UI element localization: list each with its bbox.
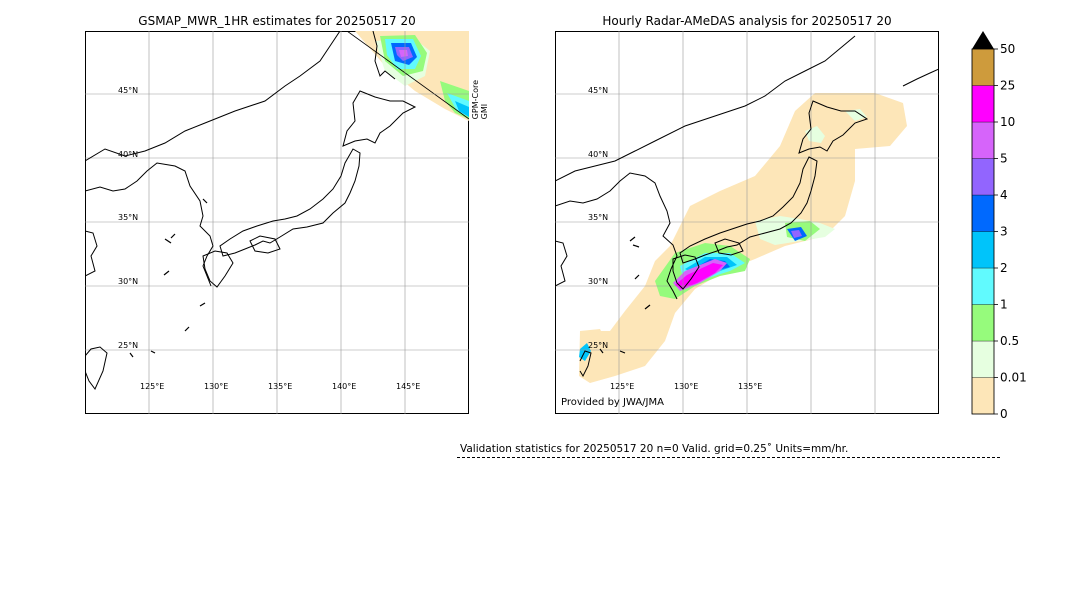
lat-label-45: 45°N bbox=[588, 86, 608, 95]
data-credit: Provided by JWA/JMA bbox=[561, 397, 664, 408]
colorbar-band bbox=[971, 194, 995, 232]
colorbar-band bbox=[971, 85, 995, 123]
lon-label-130: 130°E bbox=[204, 382, 228, 391]
colorbar-label: 5 bbox=[1000, 152, 1008, 166]
lon-label-135: 135°E bbox=[738, 382, 762, 391]
lon-label-130: 130°E bbox=[674, 382, 698, 391]
colorbar-label: 25 bbox=[1000, 79, 1015, 93]
lat-label-40: 40°N bbox=[588, 150, 608, 159]
colorbar-label: 0 bbox=[1000, 407, 1008, 421]
colorbar-label: 1 bbox=[1000, 298, 1008, 312]
colorbar-labels: 0 0.01 0.5 1 2 3 4 5 10 25 50 bbox=[994, 42, 1027, 421]
radar-amedas-map: 45°N 40°N 35°N 30°N 25°N 125°E 130°E 135… bbox=[555, 31, 939, 414]
sensor-line-2: GMI bbox=[480, 103, 489, 120]
colorbar-label: 0.5 bbox=[1000, 334, 1019, 348]
colorbar-label: 10 bbox=[1000, 115, 1015, 129]
colorbar-label: 4 bbox=[1000, 188, 1008, 202]
colorbar-band bbox=[971, 267, 995, 305]
sensor-label: GPM-Core GMI bbox=[471, 80, 489, 119]
colorbar-band bbox=[971, 48, 995, 86]
lat-label-30: 30°N bbox=[118, 277, 138, 286]
islands bbox=[129, 198, 208, 358]
colorbar-label: 2 bbox=[1000, 261, 1008, 275]
graticule bbox=[85, 31, 469, 414]
lat-label-45: 45°N bbox=[118, 86, 138, 95]
lat-label-30: 30°N bbox=[588, 277, 608, 286]
coastlines bbox=[555, 35, 939, 378]
islands bbox=[599, 236, 651, 354]
colorbar-extend-arrow bbox=[972, 31, 994, 49]
precipitation-colorbar: 0 0.01 0.5 1 2 3 4 5 10 25 50 bbox=[971, 31, 1027, 421]
lon-label-125: 125°E bbox=[140, 382, 164, 391]
swath-edge-line bbox=[346, 31, 469, 120]
lon-label-135: 135°E bbox=[268, 382, 292, 391]
colorbar-bands bbox=[971, 48, 995, 415]
lat-label-25: 25°N bbox=[118, 341, 138, 350]
lon-label-145: 145°E bbox=[396, 382, 420, 391]
colorbar-band bbox=[971, 158, 995, 196]
lat-label-25: 25°N bbox=[588, 341, 608, 350]
colorbar-label: 0.01 bbox=[1000, 371, 1027, 385]
graticule bbox=[555, 31, 939, 414]
lon-label-140: 140°E bbox=[332, 382, 356, 391]
colorbar-band bbox=[971, 340, 995, 378]
colorbar-band bbox=[971, 121, 995, 159]
gsmap-estimate-map: 45°N 40°N 35°N 30°N 25°N 125°E 130°E 135… bbox=[85, 31, 469, 414]
coastlines bbox=[85, 31, 417, 390]
lat-label-35: 35°N bbox=[588, 213, 608, 222]
sensor-line-1: GPM-Core bbox=[471, 80, 480, 120]
colorbar-label: 50 bbox=[1000, 42, 1015, 56]
lat-label-35: 35°N bbox=[118, 213, 138, 222]
left-map-title: GSMAP_MWR_1HR estimates for 20250517 20 bbox=[138, 14, 416, 28]
colorbar-band bbox=[971, 377, 995, 415]
colorbar-band bbox=[971, 231, 995, 269]
lon-label-125: 125°E bbox=[610, 382, 634, 391]
colorbar-label: 3 bbox=[1000, 225, 1008, 239]
lat-label-40: 40°N bbox=[118, 150, 138, 159]
colorbar-band bbox=[971, 304, 995, 342]
right-map-title: Hourly Radar-AMeDAS analysis for 2025051… bbox=[602, 14, 892, 28]
validation-statistics: Validation statistics for 20250517 20 n=… bbox=[457, 443, 1000, 458]
